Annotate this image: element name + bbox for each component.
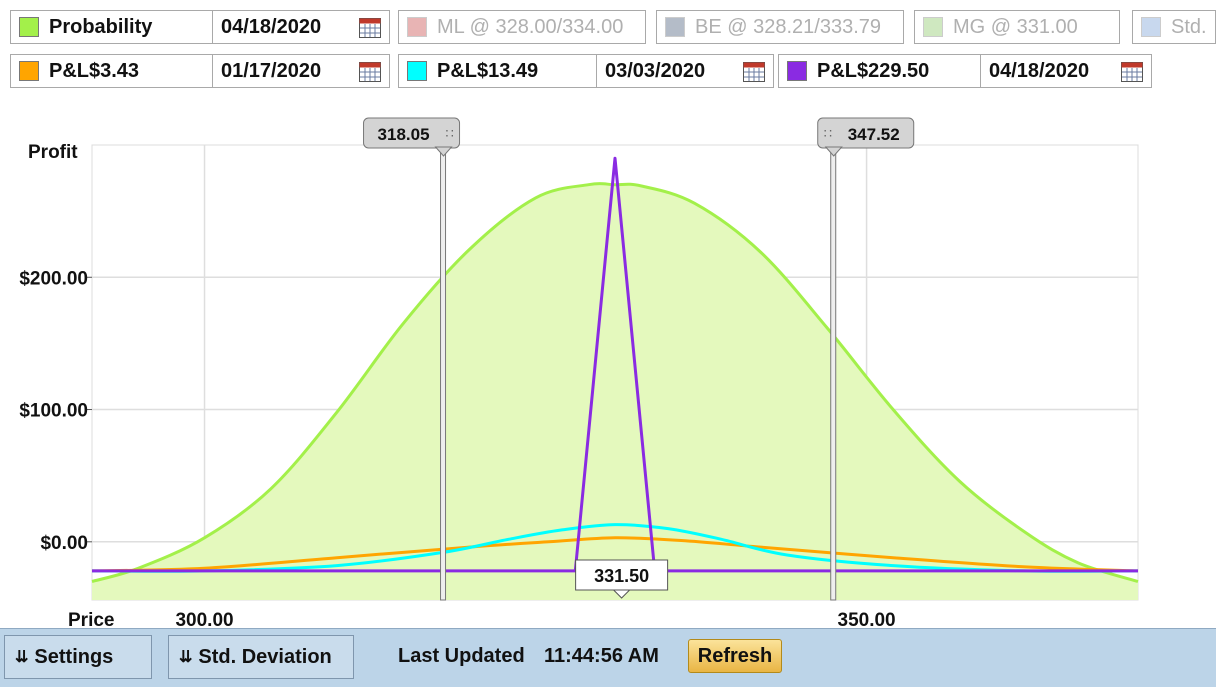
grip-icon: ∷ — [824, 126, 832, 141]
y-tick-label: $100.00 — [19, 401, 88, 422]
probability-date-field[interactable]: 04/18/2020 — [212, 10, 390, 44]
probability-area — [92, 183, 1138, 600]
date-value: 01/17/2020 — [221, 59, 322, 82]
y-tick-label: $0.00 — [40, 533, 88, 554]
cyan-swatch — [407, 61, 427, 81]
legend-label: Probability — [49, 15, 153, 38]
cyan-date-field[interactable]: 03/03/2020 — [596, 54, 774, 88]
date-value: 03/03/2020 — [605, 59, 706, 82]
legend-label: P&L — [817, 59, 857, 82]
x-tick-label: 300.00 — [175, 610, 233, 630]
settings-button[interactable]: ⇊ Settings — [4, 635, 152, 679]
calendar-icon[interactable] — [1121, 62, 1143, 82]
marker-flag-pointer — [824, 146, 843, 157]
mg-swatch — [923, 17, 943, 37]
footer-toolbar: ⇊ Settings ⇊ Std. Deviation Last Updated… — [0, 628, 1216, 687]
be-swatch — [665, 17, 685, 37]
purple-date-field[interactable]: 04/18/2020 — [980, 54, 1152, 88]
y-tick-label: $200.00 — [19, 268, 88, 289]
ml-swatch — [407, 17, 427, 37]
last-updated-label: Last Updated — [398, 645, 525, 667]
legend-probability[interactable]: Probability — [10, 10, 214, 44]
current-price-pointer — [612, 589, 631, 599]
legend-label: P&L — [437, 59, 477, 82]
std-swatch — [1141, 17, 1161, 37]
settings-label: Settings — [34, 645, 114, 668]
y-axis-label: Profit — [28, 142, 78, 163]
calendar-icon[interactable] — [359, 18, 381, 38]
legend-label: Std. — [1171, 15, 1207, 38]
grip-icon: ∷ — [446, 126, 454, 141]
legend-std[interactable]: Std. — [1132, 10, 1216, 44]
marker-flag-pointer — [434, 146, 453, 157]
legend-mg[interactable]: MG @ 331.00 — [914, 10, 1120, 44]
x-axis-label: Price — [68, 610, 114, 630]
legend-be[interactable]: BE @ 328.21/333.79 — [656, 10, 904, 44]
price-marker-line[interactable] — [830, 149, 837, 601]
chart-area: $200.00 $100.00 $0.00 300.00 350.00 Profit Pri… — [0, 100, 1216, 630]
refresh-button[interactable]: Refresh — [688, 639, 782, 673]
orange-date-field[interactable]: 01/17/2020 — [212, 54, 390, 88]
std-deviation-label: Std. Deviation — [198, 645, 332, 668]
legend-label: BE @ 328.21/333.79 — [695, 15, 881, 38]
date-value: 04/18/2020 — [221, 15, 322, 38]
legend-ml[interactable]: ML @ 328.00/334.00 — [398, 10, 646, 44]
series-line-1 — [91, 536, 1139, 573]
double-chevron-down-icon: ⇊ — [15, 649, 29, 666]
series-line-0 — [91, 182, 1139, 583]
price-marker-line[interactable] — [440, 149, 447, 601]
purple-swatch — [787, 61, 807, 81]
std-deviation-button[interactable]: ⇊ Std. Deviation — [168, 635, 354, 679]
legend-label: P&L — [49, 59, 89, 82]
date-value: 04/18/2020 — [989, 59, 1090, 82]
x-tick-label: 350.00 — [838, 610, 896, 630]
marker-flag[interactable] — [363, 117, 461, 149]
calendar-icon[interactable] — [743, 62, 765, 82]
legend-pnl-cyan[interactable]: P&L $13.49 — [398, 54, 602, 88]
legend-label: ML @ 328.00/334.00 — [437, 15, 624, 38]
orange-swatch — [19, 61, 39, 81]
legend-pnl-purple[interactable]: P&L $229.50 — [778, 54, 982, 88]
calendar-icon[interactable] — [359, 62, 381, 82]
marker-value-label: 347.52 — [848, 125, 900, 144]
legend-value: $229.50 — [857, 59, 930, 82]
marker-value-label: 318.05 — [378, 125, 430, 144]
profit-chart[interactable]: $200.00 $100.00 $0.00 300.00 350.00 Profit Pri… — [0, 100, 1216, 630]
probability-swatch — [19, 17, 39, 37]
marker-flag[interactable] — [817, 117, 915, 149]
double-chevron-down-icon: ⇊ — [179, 649, 193, 666]
series-line-3 — [92, 156, 1138, 573]
legend-value: $13.49 — [477, 59, 539, 82]
last-updated-time: 11:44:56 AM — [544, 645, 659, 667]
current-price-label: 331.50 — [594, 566, 649, 586]
legend-pnl-orange[interactable]: P&L $3.43 — [10, 54, 214, 88]
series-line-2 — [91, 523, 1139, 573]
legend-label: MG @ 331.00 — [953, 15, 1078, 38]
legend-value: $3.43 — [89, 59, 140, 82]
